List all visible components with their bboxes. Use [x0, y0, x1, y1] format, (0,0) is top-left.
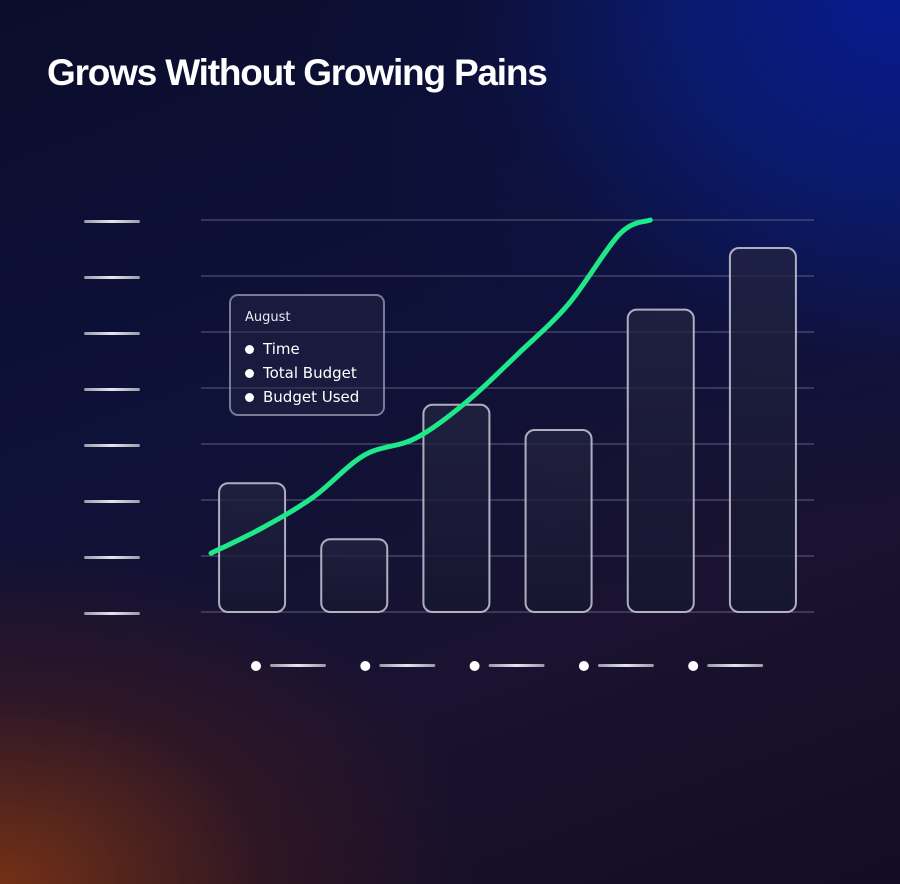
- y-tick-placeholder: [84, 276, 140, 279]
- x-tick-dot: [469, 661, 480, 671]
- x-tick-dot: [688, 661, 699, 671]
- x-tick-placeholder: [707, 664, 764, 667]
- x-tick-dot: [251, 661, 261, 671]
- bar: [218, 482, 287, 614]
- trend-line: [208, 217, 653, 556]
- x-tick-dot: [578, 661, 589, 671]
- bar: [626, 308, 695, 613]
- tooltip-item-label: Time: [263, 340, 300, 358]
- x-tick-placeholder: [597, 664, 654, 667]
- x-tick-placeholder: [379, 664, 436, 667]
- y-tick-placeholder: [84, 500, 140, 503]
- tooltip-item-budget-used: Budget Used: [245, 388, 359, 406]
- tooltip-item-label: Budget Used: [263, 388, 360, 406]
- y-tick-placeholder: [84, 556, 140, 559]
- chart-tooltip: August Time Total Budget Budget Used: [229, 294, 385, 416]
- bar: [728, 247, 797, 613]
- tooltip-heading: August: [245, 310, 291, 325]
- bullet-icon: [245, 368, 254, 378]
- y-tick-placeholder: [84, 444, 140, 447]
- bullet-icon: [245, 344, 254, 354]
- bar: [422, 403, 491, 613]
- chart-title: Grows Without Growing Pains: [47, 52, 548, 93]
- tooltip-item-total-budget: Total Budget: [245, 364, 357, 382]
- bullet-icon: [245, 392, 254, 402]
- y-tick-placeholder: [84, 220, 140, 223]
- bar: [524, 429, 593, 613]
- x-tick-dot: [360, 661, 371, 671]
- tooltip-item-time: Time: [245, 340, 300, 358]
- bar: [320, 538, 389, 614]
- x-tick-placeholder: [270, 664, 326, 667]
- tooltip-item-label: Total Budget: [263, 364, 357, 382]
- y-tick-placeholder: [84, 388, 140, 391]
- y-tick-placeholder: [84, 332, 140, 335]
- y-tick-placeholder: [84, 612, 140, 615]
- x-tick-placeholder: [488, 664, 545, 667]
